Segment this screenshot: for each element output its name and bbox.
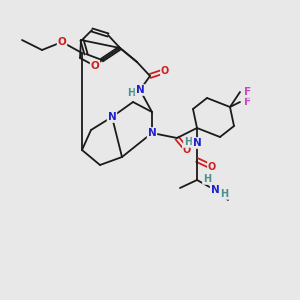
Text: H: H [203, 174, 211, 184]
Text: O: O [91, 61, 99, 71]
Text: N: N [211, 185, 219, 195]
Text: F: F [244, 87, 252, 97]
Text: O: O [208, 162, 216, 172]
Text: N: N [193, 138, 201, 148]
Text: O: O [183, 145, 191, 155]
Text: H: H [220, 189, 228, 199]
Text: H: H [184, 137, 192, 147]
Text: N: N [148, 128, 156, 138]
Text: N: N [108, 112, 116, 122]
Text: N: N [136, 85, 144, 95]
Text: O: O [161, 66, 169, 76]
Text: F: F [244, 97, 252, 107]
Text: O: O [58, 37, 66, 47]
Text: H: H [127, 88, 135, 98]
